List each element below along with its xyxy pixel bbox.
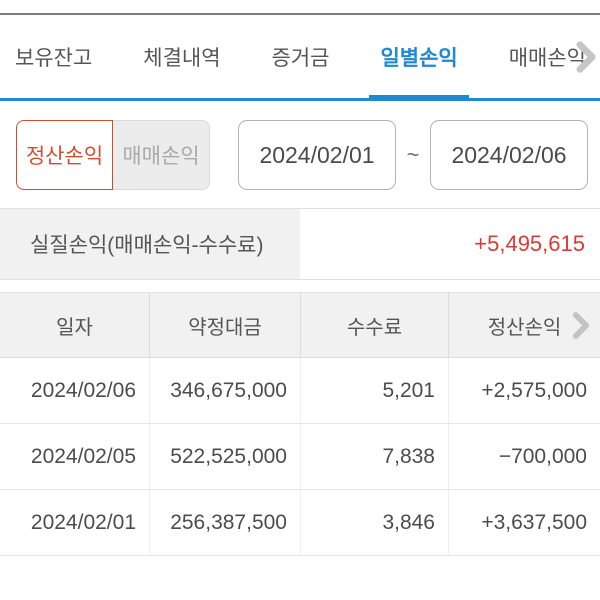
- cell-fee: 7,838: [300, 424, 448, 489]
- table-row[interactable]: 2024/02/06 346,675,000 5,201 +2,575,000: [0, 358, 600, 424]
- cell-settlement-pl: +2,575,000: [448, 358, 600, 423]
- cell-fee: 5,201: [300, 358, 448, 423]
- date-to-input[interactable]: 2024/02/06: [430, 120, 588, 190]
- col-header-fee: 수수료: [300, 293, 448, 357]
- col-header-amount: 약정대금: [149, 293, 300, 357]
- daily-pl-table: 일자 약정대금 수수료 정산손익 2024/02/06 346,675,000 …: [0, 292, 600, 556]
- date-from-input[interactable]: 2024/02/01: [238, 120, 396, 190]
- filter-row: 정산손익 매매손익 2024/02/01 ~ 2024/02/06: [16, 120, 600, 190]
- tab-margin[interactable]: 증거금: [271, 46, 330, 70]
- chevron-right-icon: [572, 311, 590, 339]
- pl-type-toggle: 정산손익 매매손익: [16, 120, 210, 190]
- tab-executions[interactable]: 체결내역: [143, 46, 221, 70]
- top-divider: [0, 13, 600, 15]
- tab-scroll-button[interactable]: [572, 15, 600, 98]
- table-row[interactable]: 2024/02/01 256,387,500 3,846 +3,637,500: [0, 490, 600, 556]
- settlement-pl-toggle[interactable]: 정산손익: [16, 120, 113, 190]
- tab-bar: 보유잔고 체결내역 증거금 일별손익 매매손익: [0, 15, 600, 101]
- col-header-date: 일자: [56, 316, 93, 339]
- net-pl-label: 실질손익(매매손익-수수료): [0, 209, 300, 279]
- table-header: 일자 약정대금 수수료 정산손익: [0, 292, 600, 358]
- cell-date: 2024/02/06: [30, 378, 136, 402]
- cell-fee: 3,846: [300, 490, 448, 555]
- col-header-settlement-pl: 정산손익: [448, 293, 600, 357]
- chevron-right-icon: [576, 40, 596, 73]
- cell-date: 2024/02/05: [30, 444, 136, 468]
- tab-daily-pl[interactable]: 일별손익: [369, 15, 470, 101]
- table-row[interactable]: 2024/02/05 522,525,000 7,838 −700,000: [0, 424, 600, 490]
- cell-date: 2024/02/01: [30, 510, 136, 534]
- net-pl-summary: 실질손익(매매손익-수수료) +5,495,615: [0, 208, 600, 280]
- net-pl-value: +5,495,615: [474, 231, 585, 256]
- cell-amount: 522,525,000: [149, 424, 300, 489]
- table-scroll-button[interactable]: [569, 293, 592, 357]
- cell-amount: 346,675,000: [149, 358, 300, 423]
- tab-trading-pl[interactable]: 매매손익: [508, 46, 586, 70]
- cell-settlement-pl: −700,000: [448, 424, 600, 489]
- tab-holdings[interactable]: 보유잔고: [15, 46, 93, 70]
- date-range-separator: ~: [406, 142, 420, 167]
- cell-settlement-pl: +3,637,500: [448, 490, 600, 555]
- trading-pl-toggle[interactable]: 매매손익: [113, 120, 210, 190]
- cell-amount: 256,387,500: [149, 490, 300, 555]
